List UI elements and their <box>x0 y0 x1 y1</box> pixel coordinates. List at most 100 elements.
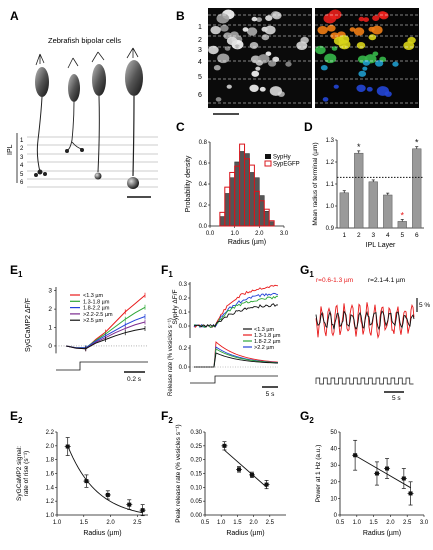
f1-ytick-label: 0.2 <box>179 296 188 302</box>
f1-syphy-trace <box>193 284 279 328</box>
c-legend-syphy: SypHy <box>273 155 291 161</box>
c-bar-sypegfp <box>263 208 270 227</box>
g1-trace-large <box>315 310 415 331</box>
data-point <box>353 453 358 458</box>
panel-c-letter: C <box>176 120 185 134</box>
c-ylabel: Probability density <box>185 155 192 212</box>
d-xtick-label: 1 <box>342 232 346 239</box>
xtick-label: 0.5 <box>201 520 210 526</box>
xtick-label: 1.5 <box>233 520 242 526</box>
panel-e1: E1 0 1 2 3 SyGCaMP2 ΔF/F <1.3 µm1.3-1.8 µm1.8… <box>10 263 148 383</box>
g1-stimulus <box>315 377 414 385</box>
ytick-label: 1.0 <box>46 513 55 519</box>
terminal-colored <box>324 53 337 64</box>
terminal-colored <box>358 16 365 22</box>
d-bar <box>368 181 378 229</box>
ytick-label: 2.0 <box>46 444 55 450</box>
c-bar-syphy <box>234 161 240 227</box>
d-ytick-label: 1.1 <box>326 182 335 188</box>
g1-scale-time: 5 s <box>392 395 401 402</box>
c-bar-syphy <box>224 193 230 227</box>
data-point <box>84 479 89 484</box>
terminal-colored <box>371 25 383 35</box>
f1-ytick-label-b: 0.2 <box>179 346 188 352</box>
ipl-layer-6: 6 <box>20 180 24 186</box>
b-layer-4: 4 <box>198 59 202 66</box>
xtick-label: 1.0 <box>353 520 362 526</box>
bipolar-cell-3 <box>91 51 106 180</box>
xtick-label: 3.0 <box>420 520 429 526</box>
d-bar <box>397 221 407 229</box>
ytick-label: 2.2 <box>46 430 55 436</box>
bipolar-cell-4 <box>125 47 143 189</box>
panel-d-letter: D <box>304 120 313 134</box>
terminal-gray <box>234 44 240 49</box>
panel-d: D 0.9 1.0 1.1 1.2 1.3 Mean radius of terminal… <box>304 120 424 249</box>
terminal-colored <box>331 46 338 51</box>
d-ytick-label: 1.2 <box>326 160 335 166</box>
terminal-gray <box>251 16 258 22</box>
terminal-colored <box>379 11 389 20</box>
panel-e1-letter: E1 <box>10 263 23 279</box>
terminal-colored <box>315 45 326 55</box>
c-bar-syphy <box>254 177 260 227</box>
e1-legend-label: 1.3-1.8 µm <box>83 299 110 305</box>
terminal-gray <box>213 64 221 71</box>
e1-scale-time: 0.2 s <box>127 376 142 383</box>
xlabel: Radius (µm) <box>363 530 401 537</box>
f1-scale-time: 5 s <box>266 391 275 398</box>
ytick-label: 40 <box>330 447 337 453</box>
d-ytick-label: 1.3 <box>326 138 335 144</box>
xtick-label: 2.0 <box>106 520 115 526</box>
ytick-label: 1.8 <box>46 458 55 464</box>
data-point <box>222 443 227 448</box>
d-xtick-label: 3 <box>371 232 375 239</box>
panel-g1-letter: G1 <box>300 263 314 279</box>
c-ytick-label: 0.6 <box>199 161 208 167</box>
d-star: * <box>357 142 361 152</box>
ylabel: Peak release rate (% vesicles s⁻¹) <box>175 424 182 522</box>
ylabel: Power at 1 Hz (a.u.) <box>315 445 322 503</box>
e1-legend-label: 1.8-2.2 µm <box>83 306 110 312</box>
terminal-gray <box>220 24 229 32</box>
f1-legend-label: >2.2 µm <box>254 345 275 351</box>
e1-legend-label: >2.2-2.5 µm <box>83 312 113 318</box>
terminal-gray <box>249 84 259 93</box>
g1-label-black: r=2.1-4.1 µm <box>368 277 405 284</box>
c-ytick-label: 0.0 <box>199 224 208 230</box>
f1-ylabel-bottom: Release rate (% vesicles s⁻¹) <box>168 318 174 396</box>
terminal-gray <box>255 59 264 66</box>
xlabel: Radius (µm) <box>226 530 264 537</box>
terminal-gray <box>251 70 260 77</box>
panel-f2: F2 0.00 0.05 0.10 0.15 0.20 0.25 0.30 0.5 1.0 1.5… <box>161 409 286 537</box>
terminal-colored <box>349 27 356 32</box>
e1-legend-label: <1.3 µm <box>83 293 104 299</box>
ipl-layer-numbers: 1 2 3 4 5 6 <box>20 138 24 186</box>
ytick-label: 0.25 <box>190 444 202 450</box>
terminal-colored <box>323 13 337 24</box>
data-point <box>249 472 254 477</box>
xtick-label: 1.0 <box>217 520 226 526</box>
d-star: * <box>415 138 419 148</box>
panel-g2: G2 0 10 20 30 40 50 0.5 1.0 1.5 2.0 2.5 3.0 Radius (… <box>300 409 429 537</box>
c-xtick-label: 0.0 <box>206 231 215 237</box>
b-layer-3: 3 <box>198 47 202 54</box>
c-bar-syphy <box>249 172 255 227</box>
panel-b-layer-numbers: 1 2 3 4 5 6 <box>198 24 202 99</box>
ytick-label: 0 <box>334 513 338 519</box>
panel-b-letter: B <box>176 9 185 23</box>
ipl-layer-lines <box>27 136 158 188</box>
data-point <box>374 471 379 476</box>
f1-syphy-trace <box>193 303 279 328</box>
ytick-label: 0.30 <box>190 430 202 436</box>
f1-ylabel-top: SypHy ΔF/F <box>172 289 179 324</box>
xtick-label: 1.5 <box>80 520 89 526</box>
panel-e2-letter: E2 <box>10 409 23 425</box>
panel-g2-letter: G2 <box>300 409 314 425</box>
c-legend-sypegfp: SypEGFP <box>273 162 300 168</box>
ytick-label: 1.2 <box>46 499 55 505</box>
ytick-label: 0.10 <box>190 485 202 491</box>
terminal-colored <box>362 66 368 71</box>
c-legend-swatch-sypegfp <box>264 160 272 167</box>
panel-f1-letter: F1 <box>161 263 173 279</box>
